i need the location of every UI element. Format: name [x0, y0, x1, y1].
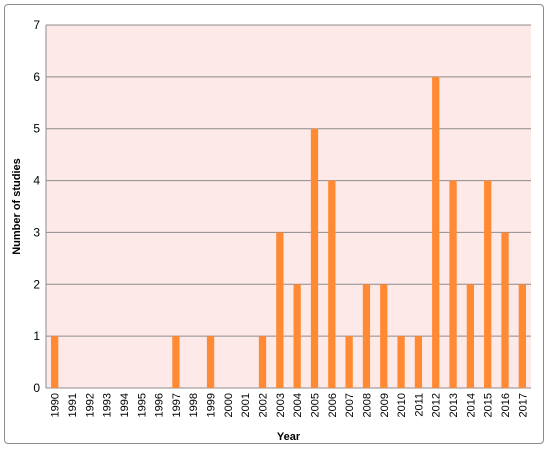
- bars: [51, 76, 526, 388]
- x-tick-label: 2013: [448, 393, 460, 417]
- bar-2003: [276, 232, 284, 388]
- y-tick-label: 1: [33, 329, 40, 343]
- bar-2008: [362, 284, 371, 388]
- x-tick-label: 2008: [361, 393, 373, 417]
- x-tick-label: 2009: [379, 393, 391, 417]
- x-tick-label: 2005: [309, 393, 321, 417]
- x-tick-label: 2010: [396, 393, 408, 417]
- bar-2006: [328, 180, 336, 388]
- x-tick-label: 2012: [431, 393, 443, 417]
- x-tick-label: 2014: [465, 393, 477, 417]
- x-tick-label: 1992: [84, 393, 96, 417]
- x-tick-label: 2016: [500, 393, 512, 417]
- bar-1999: [206, 336, 215, 388]
- x-tick-label: 2004: [292, 393, 304, 417]
- x-tick-label: 2001: [240, 393, 252, 417]
- x-tick-label: 2017: [517, 393, 529, 417]
- x-tick-label: 2006: [327, 393, 339, 417]
- bar-2017: [518, 284, 526, 388]
- x-tick-label: 2007: [344, 393, 356, 417]
- y-axis-title: Number of studies: [11, 158, 23, 255]
- bar-2011: [414, 336, 423, 388]
- x-tick-label: 1997: [171, 393, 183, 417]
- bar-2016: [501, 232, 509, 388]
- x-tick-label: 2002: [258, 393, 270, 417]
- x-tick-label: 2011: [413, 393, 425, 417]
- bar-2009: [380, 284, 388, 388]
- x-tick-label: 1999: [206, 393, 218, 417]
- x-tick-label: 1994: [119, 393, 131, 417]
- x-tick-label: 1993: [102, 393, 114, 417]
- bar-1990: [51, 336, 59, 388]
- x-tick-label: 1996: [154, 393, 166, 417]
- y-tick-label: 0: [33, 381, 40, 395]
- x-tick-label: 1991: [67, 393, 79, 417]
- y-tick-label: 6: [33, 70, 40, 84]
- bar-1997: [172, 336, 180, 388]
- x-tick-label: 2015: [483, 393, 495, 417]
- y-tick-label: 2: [33, 277, 40, 291]
- bar-2007: [345, 336, 353, 388]
- bar-2004: [293, 284, 301, 388]
- plot-area: [46, 25, 531, 388]
- y-tick-label: 7: [33, 18, 40, 32]
- x-tick-label: 2000: [223, 393, 235, 417]
- bar-2012: [432, 76, 440, 388]
- bar-2002: [258, 336, 267, 388]
- x-tick-labels: 1990 1991 1992 1993 1994 1995 1996 1997 1998 1999…: [50, 393, 530, 417]
- bar-2013: [449, 180, 457, 388]
- y-tick-label: 5: [33, 122, 40, 136]
- bar-2010: [397, 336, 405, 388]
- x-tick-label: 1998: [188, 393, 200, 417]
- x-tick-label: 2003: [275, 393, 287, 417]
- y-tick-label: 3: [33, 225, 40, 239]
- y-tick-labels: 0 1 2 3 4 5 6 7: [33, 18, 40, 395]
- bar-2014: [466, 284, 475, 388]
- x-tick-label: 1995: [136, 393, 148, 417]
- bar-2015: [484, 180, 492, 388]
- bar-2005: [310, 128, 319, 388]
- x-tick-label: 1990: [50, 393, 62, 417]
- y-tick-label: 4: [33, 174, 40, 188]
- x-axis-title: Year: [277, 431, 301, 443]
